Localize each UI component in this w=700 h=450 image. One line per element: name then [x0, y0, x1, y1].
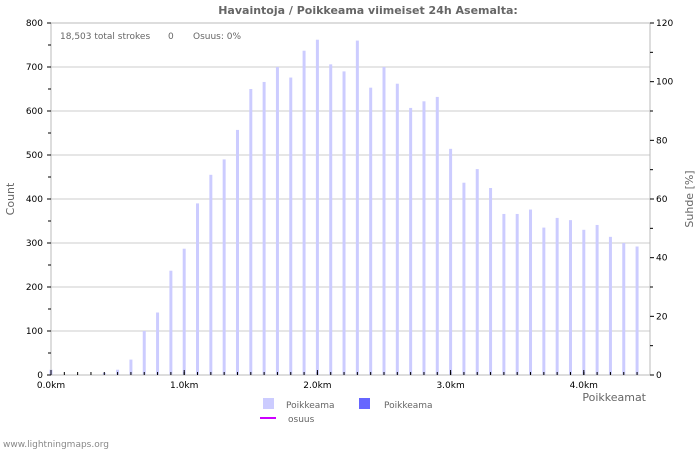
y-tick-label: 400	[26, 195, 43, 205]
y-tick-label: 200	[26, 283, 43, 293]
bar-poikkeama	[209, 174, 213, 375]
legend-swatch-poikkeama-dark	[359, 398, 370, 409]
bar-poikkeama	[595, 224, 599, 375]
bar-poikkeama	[422, 101, 426, 375]
bar-poikkeama	[182, 248, 186, 375]
x-tick-label: 1.0km	[170, 381, 198, 391]
y-tick-label: 300	[26, 239, 43, 249]
y2-tick-label: 100	[656, 78, 673, 88]
y2-tick-label: 20	[656, 312, 668, 322]
bar-poikkeama	[142, 331, 146, 375]
bar-poikkeama	[529, 209, 533, 375]
bar-poikkeama	[475, 169, 479, 375]
bar-poikkeama	[582, 229, 586, 375]
x-tick-label: 3.0km	[436, 381, 464, 391]
y2-tick-label: 0	[656, 371, 662, 381]
bar-poikkeama	[395, 83, 399, 375]
bar-poikkeama	[542, 227, 546, 375]
bar-poikkeama	[449, 148, 453, 375]
chart-title: Havaintoja / Poikkeama viimeiset 24h Ase…	[218, 4, 518, 17]
bar-poikkeama	[568, 220, 572, 375]
y-tick-label: 700	[26, 63, 43, 73]
bar-poikkeama	[262, 81, 266, 376]
bar-poikkeama	[235, 129, 239, 375]
bar-poikkeama	[196, 203, 200, 375]
x-tick-label: 2.0km	[303, 381, 331, 391]
bar-poikkeama	[156, 312, 160, 375]
bar-poikkeama	[302, 50, 306, 375]
legend-label-osuus: osuus	[288, 415, 315, 425]
y-tick-label: 100	[26, 327, 43, 337]
bar-poikkeama	[635, 246, 639, 375]
bar-poikkeama	[315, 39, 319, 375]
bar-poikkeama	[489, 188, 493, 375]
bar-poikkeama	[555, 217, 559, 375]
info-share: Osuus: 0%	[193, 32, 241, 42]
bar-poikkeama	[289, 77, 293, 375]
bar-poikkeama	[462, 182, 466, 375]
y2-tick-label: 80	[656, 136, 668, 146]
y2-tick-label: 120	[656, 19, 673, 29]
bar-poikkeama	[382, 67, 386, 375]
bar-poikkeama	[275, 67, 279, 375]
bar-poikkeama	[169, 270, 173, 375]
y2-tick-label: 60	[656, 195, 668, 205]
bar-poikkeama	[515, 213, 519, 375]
x-axis-label: Poikkeamat	[582, 391, 646, 404]
legend-label-poikkeama: Poikkeama	[286, 401, 335, 411]
y-tick-label: 500	[26, 151, 43, 161]
bar-poikkeama	[129, 359, 133, 375]
legend-label-poikkeama-dark: Poikkeama	[384, 401, 433, 411]
bar-poikkeama	[355, 40, 359, 375]
bar-poikkeama	[342, 71, 346, 376]
legend-swatch-poikkeama	[263, 398, 274, 409]
legend-swatch-osuus	[260, 417, 276, 419]
bar-poikkeama	[329, 64, 333, 376]
watermark: www.lightningmaps.org	[3, 440, 109, 450]
x-tick-label: 4.0km	[570, 381, 598, 391]
bar-poikkeama	[622, 243, 626, 375]
bar-poikkeama	[369, 87, 373, 376]
y2-axis-label: Suhde [%]	[683, 170, 696, 227]
x-tick-label: 0.0km	[37, 381, 65, 391]
bar-poikkeama	[502, 213, 506, 375]
bar-poikkeama	[608, 236, 612, 375]
y-tick-label: 600	[26, 107, 43, 117]
y-tick-label: 0	[37, 371, 43, 381]
bar-poikkeama	[249, 89, 253, 375]
info-total: 18,503 total strokes	[60, 32, 150, 42]
bar-poikkeama	[409, 107, 413, 376]
bar-poikkeama	[435, 96, 439, 376]
info-count: 0	[168, 32, 174, 42]
y2-tick-label: 40	[656, 254, 668, 264]
y-axis-label: Count	[4, 182, 17, 215]
y-tick-label: 800	[26, 19, 43, 29]
bar-poikkeama	[222, 159, 226, 375]
